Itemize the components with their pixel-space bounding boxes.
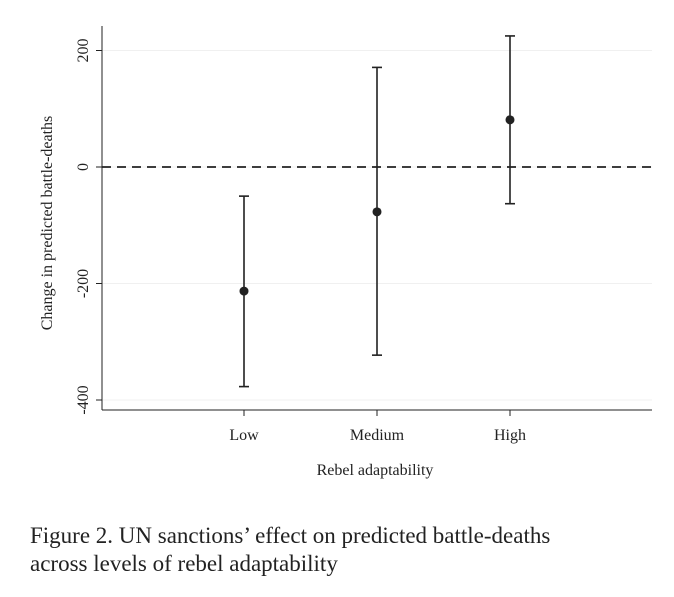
- figure-caption: Figure 2. UN sanctions’ effect on predic…: [30, 522, 650, 578]
- point-estimate: [505, 115, 515, 125]
- x-tick-label: High: [494, 427, 526, 444]
- x-ticks: Low Medium High: [229, 410, 526, 444]
- y-axis-label: Change in predicted battle-deaths: [39, 116, 56, 331]
- point-estimate: [372, 207, 382, 217]
- y-tick-label: 200: [75, 39, 92, 63]
- caption-line-2: across levels of rebel adaptability: [30, 551, 338, 576]
- y-tick-label: 0: [75, 163, 92, 171]
- y-tick-label: -400: [75, 385, 92, 414]
- x-axis-label: Rebel adaptability: [317, 462, 434, 479]
- x-tick-label: Low: [229, 427, 259, 444]
- series-marks: [239, 35, 515, 388]
- x-tick-label: Medium: [350, 427, 405, 444]
- coefficient-plot: -400 -200 0 200 Low Medium High Rebel adaptab…: [39, 26, 652, 479]
- y-ticks: -400 -200 0 200: [75, 39, 102, 415]
- point-estimate: [239, 286, 249, 296]
- y-tick-label: -200: [75, 269, 92, 298]
- caption-line-1: Figure 2. UN sanctions’ effect on predic…: [30, 523, 551, 548]
